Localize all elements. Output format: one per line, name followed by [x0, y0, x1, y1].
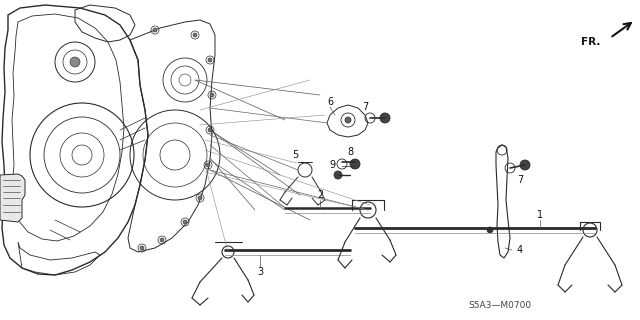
Circle shape: [70, 57, 80, 67]
Circle shape: [350, 159, 360, 169]
Circle shape: [380, 113, 390, 123]
Text: 5: 5: [292, 150, 298, 160]
Circle shape: [208, 128, 212, 132]
Circle shape: [153, 28, 157, 32]
Text: 1: 1: [537, 210, 543, 220]
Text: 7: 7: [362, 102, 368, 112]
Text: 7: 7: [517, 175, 523, 185]
Text: 4: 4: [517, 245, 523, 255]
Circle shape: [345, 117, 351, 123]
Text: FR.: FR.: [580, 37, 600, 47]
Text: S5A3—M0700: S5A3—M0700: [468, 300, 532, 309]
Circle shape: [210, 93, 214, 97]
Circle shape: [520, 160, 530, 170]
Circle shape: [183, 220, 187, 224]
Circle shape: [334, 171, 342, 179]
Circle shape: [487, 227, 493, 233]
Polygon shape: [0, 174, 25, 222]
Circle shape: [193, 33, 197, 37]
Circle shape: [206, 163, 210, 167]
Text: 2: 2: [317, 190, 323, 200]
Text: 6: 6: [327, 97, 333, 107]
Circle shape: [208, 58, 212, 62]
Text: 3: 3: [257, 267, 263, 277]
Circle shape: [140, 246, 144, 250]
Circle shape: [160, 238, 164, 242]
Circle shape: [198, 196, 202, 200]
Text: 8: 8: [347, 147, 353, 157]
Text: 9: 9: [329, 160, 335, 170]
